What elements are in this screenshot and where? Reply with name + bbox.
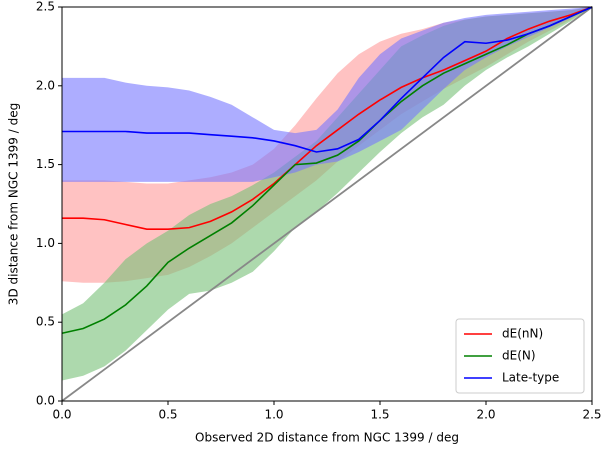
- legend-label: Late-type: [502, 371, 559, 385]
- y-tick-label: 0.0: [36, 394, 55, 408]
- x-tick-label: 0.5: [158, 408, 177, 422]
- y-axis-label: 3D distance from NGC 1399 / deg: [7, 103, 21, 305]
- band: [62, 7, 592, 182]
- legend-label: dE(nN): [502, 327, 543, 341]
- x-tick-label: 1.0: [264, 408, 283, 422]
- legend-label: dE(N): [502, 349, 536, 363]
- plot-frame: [61, 6, 593, 402]
- x-tick-label: 1.5: [370, 408, 389, 422]
- series-line: [61, 6, 593, 335]
- legend-box: [455, 318, 585, 394]
- y-tick-label: 1.5: [36, 157, 55, 171]
- y-tick-label: 0.5: [36, 315, 55, 329]
- x-tick-label: 2.5: [582, 408, 601, 422]
- x-axis-label: Observed 2D distance from NGC 1399 / deg: [195, 431, 459, 445]
- y-tick-label: 1.0: [36, 236, 55, 250]
- x-tick-label: 0.0: [52, 408, 71, 422]
- x-tick-label: 2.0: [476, 408, 495, 422]
- band: [62, 7, 592, 381]
- y-tick-label: 2.5: [36, 0, 55, 14]
- reference-line: [61, 6, 593, 402]
- y-tick-label: 2.0: [36, 78, 55, 92]
- series-line: [62, 6, 593, 153]
